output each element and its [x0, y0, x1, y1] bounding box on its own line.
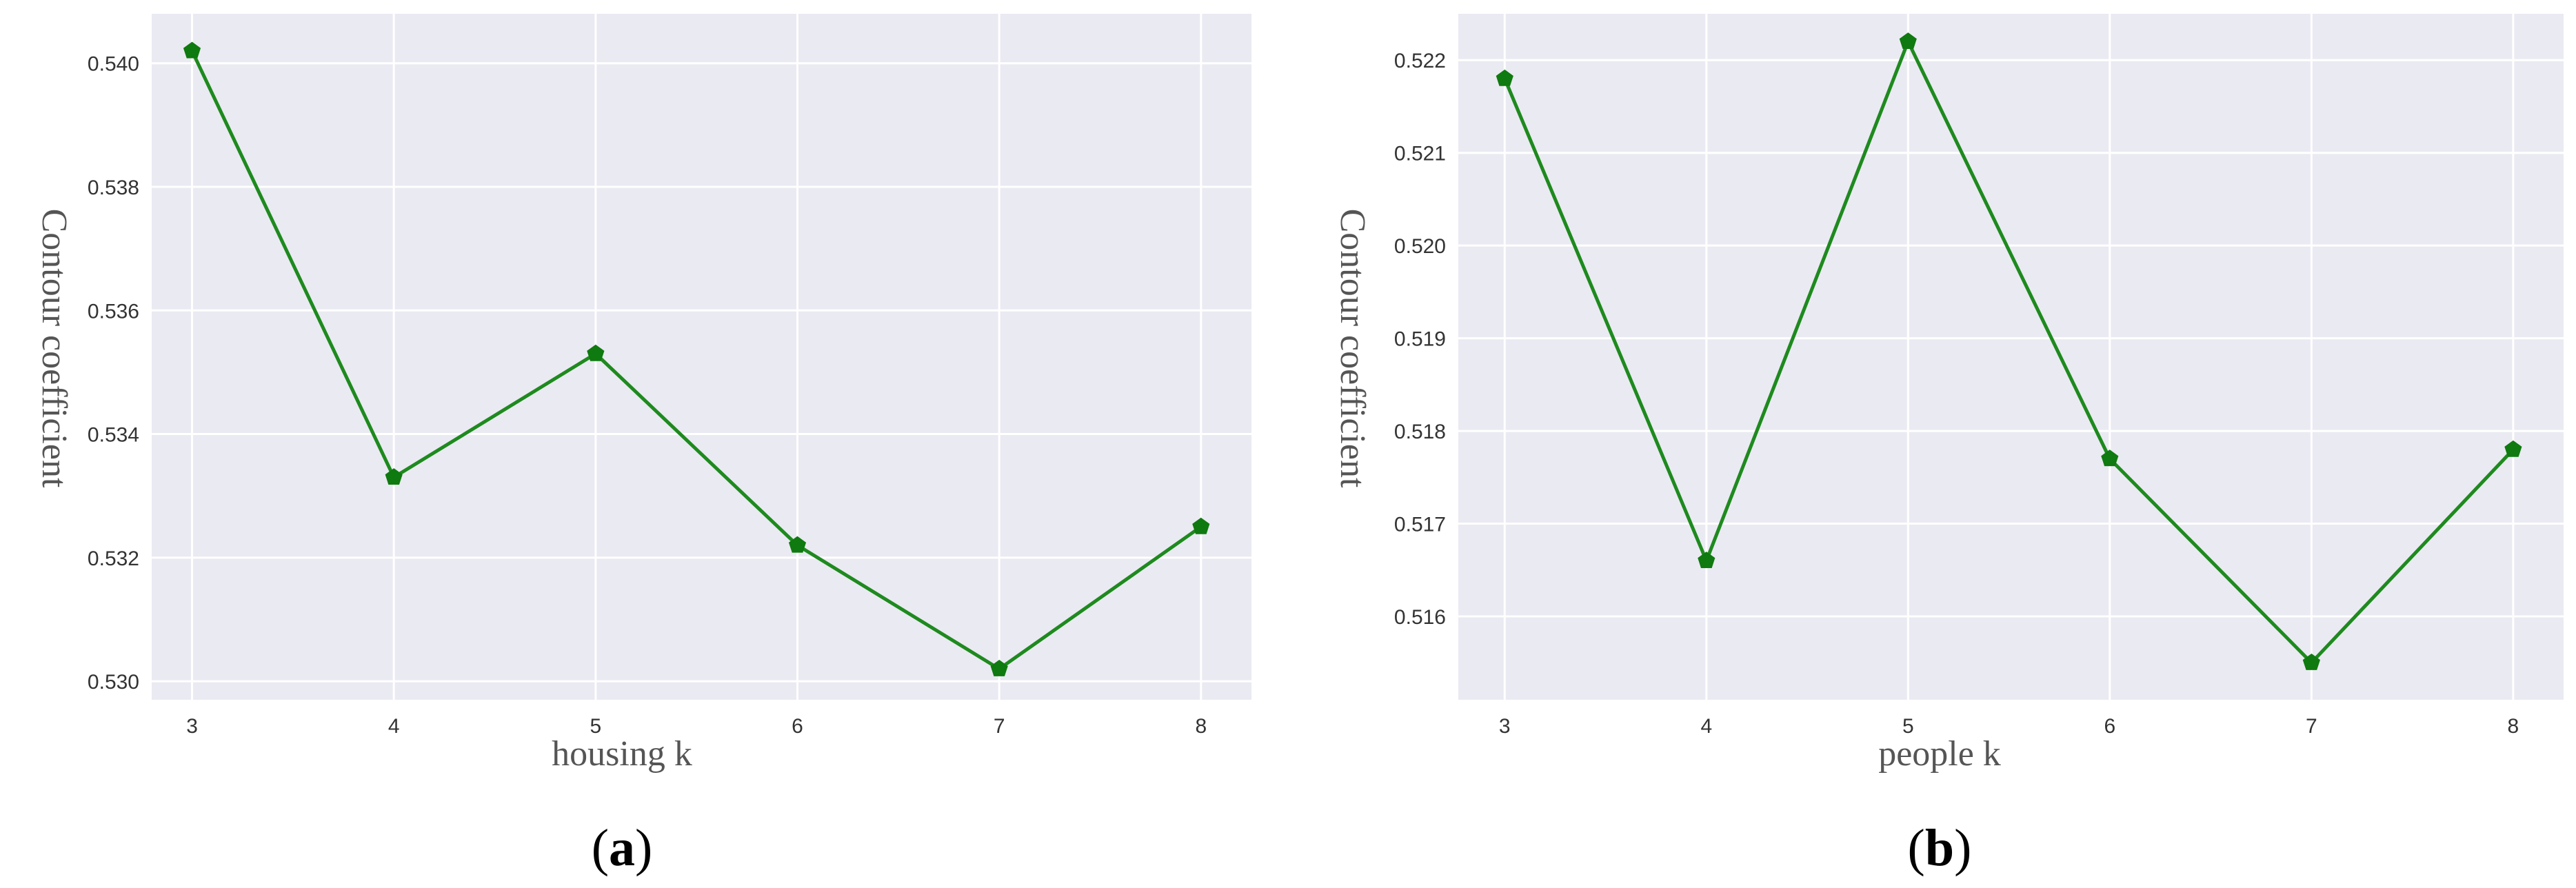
x-tick-label: 3: [1499, 715, 1511, 738]
series-line-a: [190, 50, 1203, 671]
y-tick-label: 0.522: [1394, 50, 1446, 72]
x-axis-title-a: housing k: [552, 734, 692, 774]
data-point: [1496, 69, 1513, 86]
data-point: [990, 659, 1008, 676]
panel-label-b-letter: b: [1925, 819, 1954, 877]
x-tick-labels-b: 3 4 5 6 7 8: [1499, 715, 2519, 738]
x-tick-label: 4: [388, 715, 400, 738]
x-tick-label: 3: [186, 715, 198, 738]
chart-panel-b: 0.516 0.517 0.518 0.519 0.520 0.521 0.522 3 4 5 6…: [1333, 14, 2564, 877]
y-tick-label: 0.538: [88, 176, 139, 199]
data-point: [2504, 440, 2522, 457]
markers-a: [183, 41, 1210, 676]
data-point: [1698, 552, 1715, 568]
y-tick-label: 0.521: [1394, 143, 1446, 165]
y-axis-title-b: Contour coefficient: [1333, 209, 1372, 488]
grid-b: [1458, 14, 2564, 700]
x-tick-label: 6: [792, 715, 803, 738]
y-tick-label: 0.530: [88, 671, 139, 694]
plot-area-b: [1458, 14, 2564, 700]
x-tick-label: 5: [1902, 715, 1914, 738]
series-line-b: [1502, 39, 2515, 665]
y-tick-label: 0.536: [88, 300, 139, 323]
x-axis-title-b: people k: [1878, 734, 2001, 774]
y-axis-title-a: Contour coefficient: [34, 209, 74, 488]
markers-b: [1496, 32, 2522, 670]
y-tick-labels-a: 0.530 0.532 0.534 0.536 0.538 0.540: [88, 53, 139, 694]
x-tick-label: 7: [994, 715, 1005, 738]
grid-a: [152, 14, 1251, 700]
data-point: [183, 41, 201, 59]
x-tick-label: 8: [1195, 715, 1207, 738]
plot-area-a: [152, 14, 1251, 700]
y-tick-label: 0.532: [88, 547, 139, 570]
data-point: [587, 344, 605, 361]
data-point: [2101, 450, 2119, 467]
chart-panel-a: 0.530 0.532 0.534 0.536 0.538 0.540 3 4 5 6 7 8 Co…: [34, 14, 1251, 877]
y-tick-label: 0.520: [1394, 235, 1446, 258]
y-tick-label: 0.517: [1394, 514, 1446, 536]
y-tick-label: 0.519: [1394, 328, 1446, 351]
x-tick-label: 5: [590, 715, 602, 738]
y-tick-label: 0.518: [1394, 421, 1446, 443]
y-tick-label: 0.540: [88, 53, 139, 76]
x-tick-label: 6: [2104, 715, 2115, 738]
data-point: [1899, 32, 1917, 49]
y-tick-labels-b: 0.516 0.517 0.518 0.519 0.520 0.521 0.522: [1394, 50, 1446, 629]
x-tick-labels-a: 3 4 5 6 7 8: [186, 715, 1207, 738]
data-point: [788, 536, 807, 553]
x-tick-label: 8: [2508, 715, 2519, 738]
data-point: [1192, 517, 1210, 534]
panel-label-a: (a): [592, 819, 653, 877]
y-tick-label: 0.534: [88, 424, 139, 447]
y-tick-label: 0.516: [1394, 606, 1446, 629]
data-point: [385, 468, 403, 485]
data-point: [2302, 653, 2320, 670]
panel-label-a-letter: a: [609, 819, 635, 877]
x-tick-label: 4: [1700, 715, 1712, 738]
x-tick-label: 7: [2306, 715, 2317, 738]
panel-label-b: (b): [1908, 819, 1972, 877]
